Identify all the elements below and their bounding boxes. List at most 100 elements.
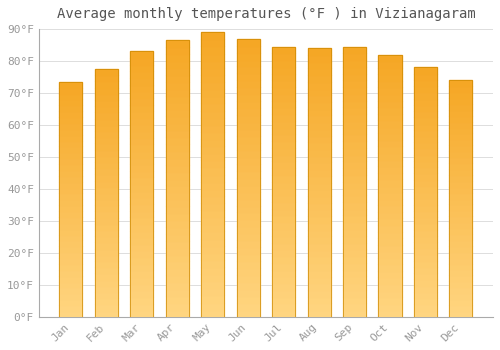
Bar xyxy=(414,155,437,161)
Bar xyxy=(308,276,330,283)
Bar xyxy=(60,82,82,88)
Bar xyxy=(236,198,260,205)
Bar xyxy=(95,125,118,131)
Bar xyxy=(450,193,472,198)
Bar xyxy=(201,246,224,253)
Bar xyxy=(166,75,189,82)
Bar xyxy=(272,243,295,249)
Bar xyxy=(272,189,295,195)
Bar xyxy=(201,153,224,160)
Bar xyxy=(343,94,366,101)
Bar xyxy=(343,121,366,128)
Bar xyxy=(60,270,82,276)
Bar xyxy=(236,178,260,185)
Bar xyxy=(343,222,366,229)
Bar xyxy=(60,229,82,235)
Bar xyxy=(378,232,402,238)
Bar xyxy=(60,93,82,99)
Bar xyxy=(95,112,118,119)
Bar xyxy=(450,204,472,210)
Bar xyxy=(236,157,260,164)
Bar xyxy=(236,212,260,219)
Bar xyxy=(130,264,154,270)
Bar xyxy=(60,146,82,152)
Bar xyxy=(343,47,366,317)
Bar xyxy=(201,111,224,118)
Bar xyxy=(130,164,154,171)
Bar xyxy=(308,290,330,297)
Bar xyxy=(166,123,189,130)
Bar xyxy=(378,218,402,225)
Bar xyxy=(308,102,330,108)
Bar xyxy=(450,246,472,252)
Bar xyxy=(272,74,295,80)
Bar xyxy=(201,32,224,317)
Bar xyxy=(130,303,154,310)
Bar xyxy=(378,100,402,107)
Bar xyxy=(308,162,330,169)
Bar xyxy=(60,211,82,217)
Bar xyxy=(308,196,330,203)
Bar xyxy=(343,270,366,276)
Bar xyxy=(60,281,82,287)
Bar xyxy=(378,271,402,278)
Bar xyxy=(201,253,224,260)
Bar xyxy=(166,213,189,220)
Bar xyxy=(272,290,295,296)
Bar xyxy=(95,286,118,292)
Bar xyxy=(414,173,437,180)
Bar xyxy=(95,82,118,88)
Bar xyxy=(414,254,437,261)
Bar xyxy=(450,281,472,287)
Bar xyxy=(414,298,437,304)
Bar xyxy=(130,98,154,105)
Bar xyxy=(236,46,260,52)
Bar xyxy=(201,196,224,203)
Bar xyxy=(201,231,224,239)
Bar xyxy=(272,47,295,54)
Bar xyxy=(414,292,437,298)
Bar xyxy=(414,68,437,317)
Bar xyxy=(236,275,260,282)
Bar xyxy=(450,228,472,234)
Bar xyxy=(308,48,330,317)
Bar xyxy=(95,137,118,144)
Bar xyxy=(308,303,330,310)
Bar xyxy=(166,282,189,289)
Bar xyxy=(236,261,260,268)
Bar xyxy=(308,75,330,82)
Bar xyxy=(414,192,437,198)
Bar xyxy=(236,164,260,171)
Bar xyxy=(60,258,82,264)
Bar xyxy=(201,132,224,139)
Bar xyxy=(378,55,402,317)
Bar xyxy=(308,257,330,263)
Bar xyxy=(450,127,472,133)
Bar xyxy=(308,129,330,135)
Bar xyxy=(166,61,189,68)
Bar xyxy=(308,48,330,55)
Bar xyxy=(450,198,472,204)
Bar xyxy=(130,211,154,217)
Bar xyxy=(236,108,260,115)
Bar xyxy=(201,175,224,182)
Bar xyxy=(308,223,330,230)
Bar xyxy=(166,47,189,54)
Bar xyxy=(95,243,118,248)
Bar xyxy=(95,205,118,211)
Bar xyxy=(130,224,154,231)
Bar xyxy=(236,289,260,296)
Bar xyxy=(414,261,437,267)
Bar xyxy=(378,290,402,297)
Bar xyxy=(201,310,224,317)
Bar xyxy=(414,99,437,105)
Bar xyxy=(343,236,366,243)
Bar xyxy=(60,194,82,199)
Bar xyxy=(378,140,402,146)
Bar xyxy=(450,80,472,317)
Bar xyxy=(95,255,118,261)
Bar xyxy=(201,203,224,210)
Bar xyxy=(450,98,472,104)
Bar xyxy=(201,61,224,68)
Bar xyxy=(201,274,224,281)
